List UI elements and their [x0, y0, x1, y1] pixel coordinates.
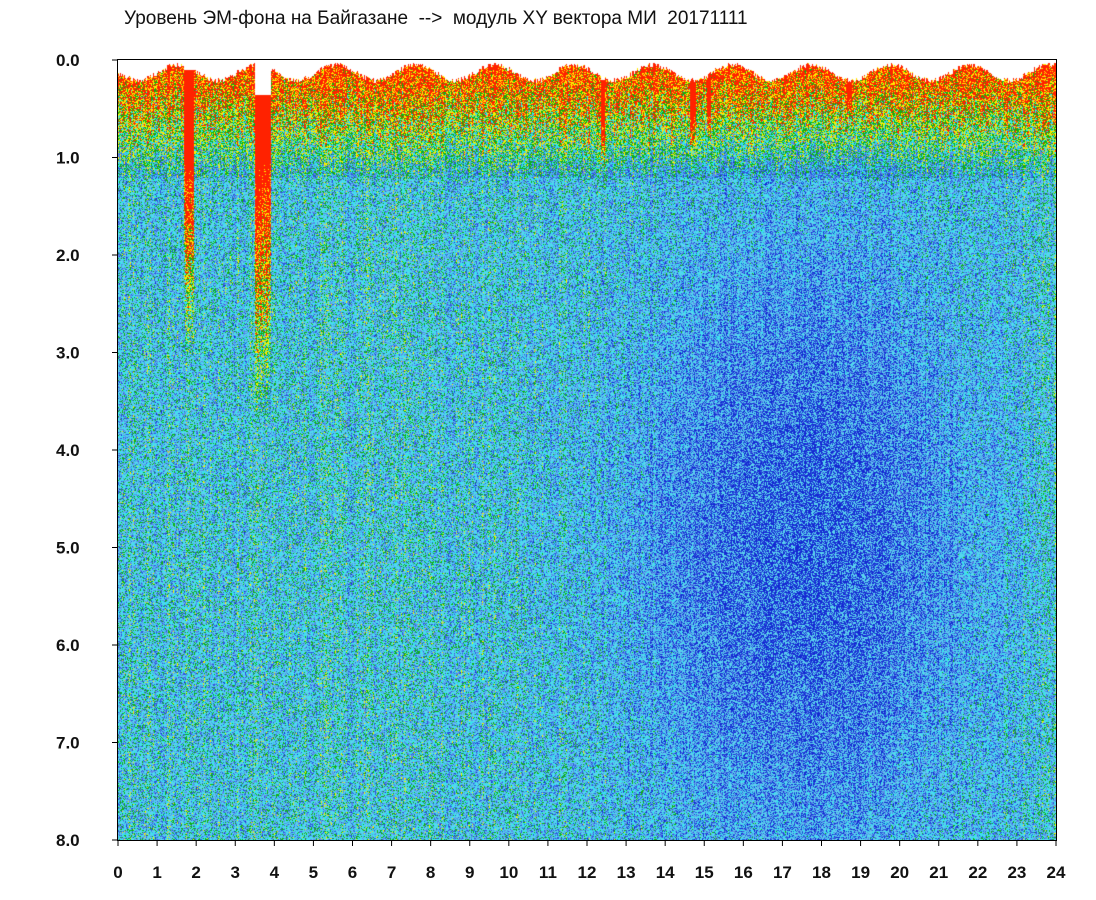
- x-tick-label: 17: [773, 863, 792, 882]
- x-tick-label: 13: [617, 863, 636, 882]
- x-tick-label: 3: [231, 863, 240, 882]
- y-tick-label: 1.0: [56, 149, 80, 168]
- x-tick-label: 6: [348, 863, 357, 882]
- x-tick-label: 14: [656, 863, 675, 882]
- x-tick-label: 8: [426, 863, 435, 882]
- x-tick-label: 10: [499, 863, 518, 882]
- x-tick-label: 9: [465, 863, 474, 882]
- y-tick-label: 0.0: [56, 51, 80, 70]
- x-tick-label: 21: [929, 863, 948, 882]
- x-tick-label: 23: [1007, 863, 1026, 882]
- x-tick-label: 4: [270, 863, 280, 882]
- x-tick-label: 2: [191, 863, 200, 882]
- x-tick-label: 1: [152, 863, 161, 882]
- y-tick-label: 3.0: [56, 344, 80, 363]
- heatmap-image: [118, 60, 1056, 840]
- x-tick-label: 19: [851, 863, 870, 882]
- x-tick-label: 22: [968, 863, 987, 882]
- x-tick-label: 24: [1047, 863, 1066, 882]
- x-tick-label: 15: [695, 863, 714, 882]
- x-tick-label: 5: [309, 863, 318, 882]
- x-tick-label: 7: [387, 863, 396, 882]
- y-tick-label: 7.0: [56, 734, 80, 753]
- x-axis: 0 1 2 3 4 5 6 7 8 9 10 11 12 13 14 15 16 17 18 19 20 21 22 23 24: [113, 840, 1066, 882]
- chart-title: Уровень ЭМ-фона на Байгазане --> модуль …: [124, 8, 748, 29]
- x-tick-label: 12: [578, 863, 597, 882]
- x-tick-label: 0: [113, 863, 122, 882]
- y-tick-label: 8.0: [56, 831, 80, 850]
- y-tick-label: 4.0: [56, 441, 80, 460]
- y-axis: 0.0 1.0 2.0 3.0 4.0 5.0 6.0 7.0 8.0: [56, 51, 118, 850]
- x-tick-label: 11: [539, 863, 557, 882]
- x-tick-label: 18: [812, 863, 831, 882]
- x-tick-label: 20: [890, 863, 909, 882]
- y-tick-label: 5.0: [56, 539, 80, 558]
- x-tick-label: 16: [734, 863, 753, 882]
- y-tick-label: 6.0: [56, 636, 80, 655]
- y-tick-label: 2.0: [56, 246, 80, 265]
